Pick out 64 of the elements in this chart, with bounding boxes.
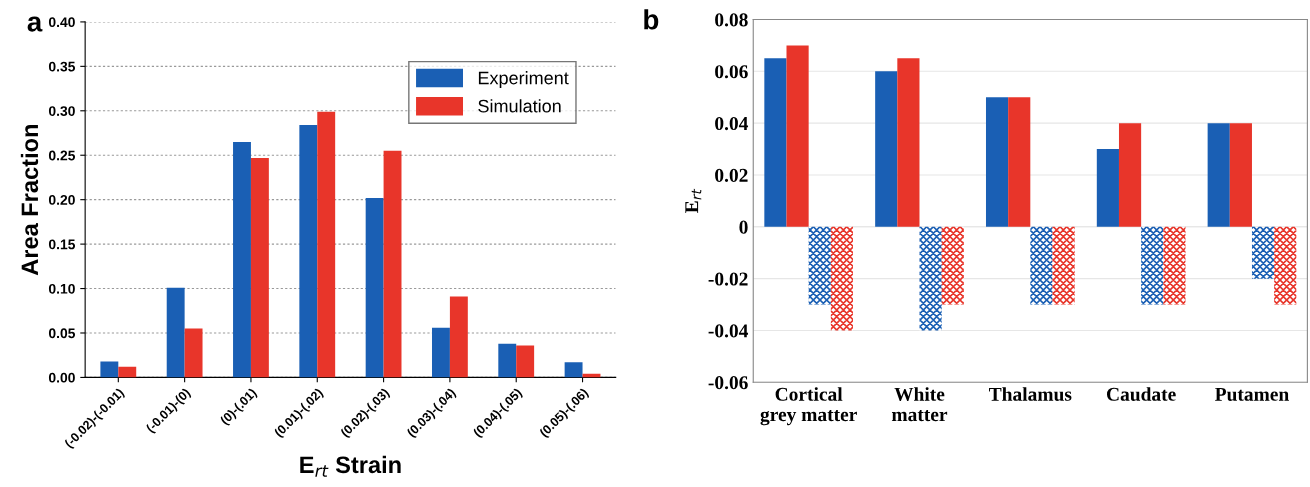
legend-label: Experiment bbox=[478, 71, 569, 88]
y-tick-label: 0.15 bbox=[48, 239, 76, 250]
y-tick-label: 0.40 bbox=[48, 17, 75, 28]
chart-title: b bbox=[644, 9, 659, 30]
x-tick-label: Thalamus bbox=[989, 387, 1072, 401]
y-tick-label: 0.25 bbox=[48, 150, 76, 161]
bar bbox=[808, 226, 831, 305]
bar bbox=[118, 366, 137, 378]
bar bbox=[250, 157, 269, 378]
x-tick-label: Caudate bbox=[1106, 387, 1176, 401]
y-tick-label: 0.04 bbox=[715, 116, 749, 131]
bar bbox=[875, 71, 898, 227]
bar bbox=[449, 296, 468, 378]
bar bbox=[1008, 97, 1031, 227]
y-tick-label: 0 bbox=[739, 220, 748, 234]
y-tick-label: 0.35 bbox=[48, 61, 76, 72]
chart-title: a bbox=[27, 16, 43, 32]
bar bbox=[1052, 226, 1075, 305]
y-tick-label: 0.30 bbox=[48, 106, 75, 116]
bar bbox=[830, 226, 853, 331]
bar bbox=[184, 328, 203, 378]
bar bbox=[1251, 226, 1275, 279]
bar bbox=[365, 197, 384, 378]
y-axis-title: Area Fraction bbox=[20, 125, 39, 276]
y-tick-label: 0.05 bbox=[48, 328, 76, 339]
bar bbox=[432, 327, 450, 378]
bar bbox=[1274, 226, 1297, 305]
bar bbox=[1163, 226, 1186, 305]
bar bbox=[764, 58, 787, 227]
bar bbox=[498, 343, 517, 378]
bar bbox=[1229, 123, 1252, 227]
y-tick-label: 0.20 bbox=[48, 195, 75, 205]
x-tick-label: White matter bbox=[891, 387, 948, 422]
y-tick-label: -0.04 bbox=[708, 324, 749, 338]
bar bbox=[299, 125, 318, 378]
bar bbox=[166, 287, 185, 378]
bar bbox=[1096, 149, 1119, 227]
bar bbox=[941, 226, 964, 305]
x-axis-title: E$_{rt}$ Strain bbox=[300, 455, 401, 477]
y-tick-label: 0.06 bbox=[715, 65, 748, 79]
bar bbox=[317, 111, 336, 378]
bar bbox=[985, 97, 1009, 227]
y-tick-label: -0.02 bbox=[708, 272, 748, 286]
x-tick-label: Cortical grey matter bbox=[760, 387, 857, 426]
y-axis-title: E$_{rt}$ bbox=[685, 188, 702, 213]
bar bbox=[1207, 123, 1230, 227]
x-tick-label: Putamen bbox=[1215, 387, 1289, 401]
bar bbox=[233, 141, 251, 378]
bar bbox=[516, 345, 535, 378]
y-tick-label: 0.02 bbox=[715, 168, 748, 182]
bar bbox=[786, 45, 809, 227]
y-tick-label: 0.00 bbox=[48, 372, 75, 383]
y-tick-label: -0.06 bbox=[708, 376, 748, 390]
bar bbox=[919, 226, 942, 331]
y-tick-label: 0.10 bbox=[48, 283, 75, 294]
bar bbox=[1141, 226, 1164, 305]
bar bbox=[897, 58, 920, 227]
bar bbox=[1030, 226, 1053, 305]
bar bbox=[383, 150, 402, 378]
legend-label: Simulation bbox=[478, 99, 561, 113]
bar bbox=[100, 361, 119, 378]
bar bbox=[564, 362, 583, 378]
bar bbox=[1118, 123, 1142, 227]
y-tick-label: 0.08 bbox=[715, 13, 748, 27]
